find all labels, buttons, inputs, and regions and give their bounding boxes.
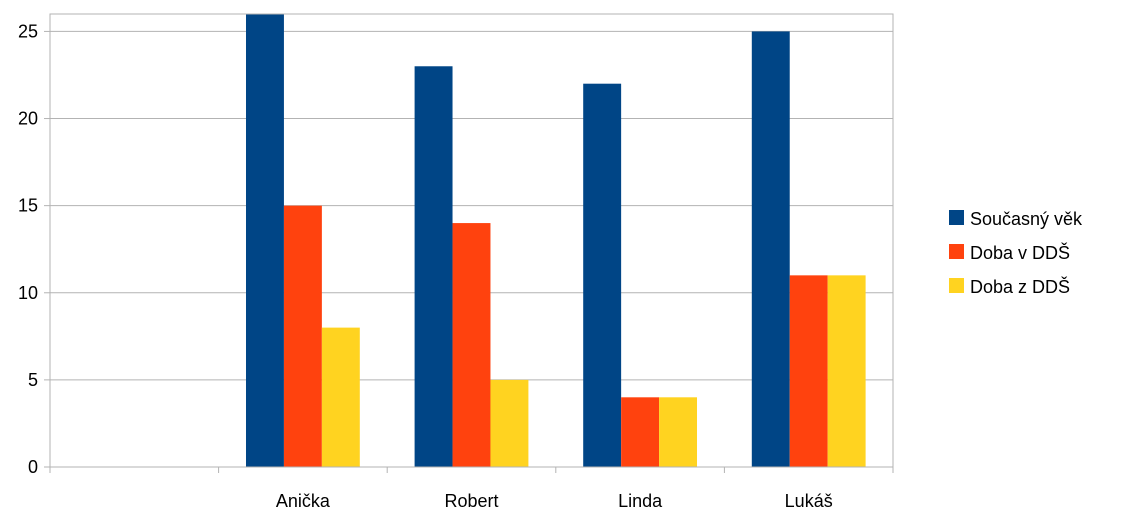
bar-2-4 — [827, 275, 866, 467]
bar-0-3 — [583, 83, 622, 467]
bar-1-1 — [283, 205, 322, 467]
x-axis-ticks: Anička Robert Linda Lukáš — [49, 467, 894, 511]
y-axis-ticks: 0 5 10 15 20 25 — [18, 21, 50, 477]
y-tick-label: 0 — [28, 457, 38, 477]
y-tick-label: 10 — [18, 283, 38, 303]
bars — [245, 14, 866, 468]
bar-1-3 — [621, 397, 660, 467]
y-tick-label: 20 — [18, 109, 38, 129]
bar-2-2 — [490, 379, 529, 467]
bar-0-4 — [751, 31, 790, 468]
legend-label-0: Současný věk — [970, 209, 1083, 229]
x-tick-label: Lukáš — [785, 491, 833, 511]
x-tick-label: Robert — [444, 491, 498, 511]
bar-0-1 — [245, 14, 284, 467]
legend-label-2: Doba z DDŠ — [970, 276, 1070, 297]
bar-2-1 — [321, 327, 360, 467]
bar-1-4 — [789, 275, 828, 467]
legend-swatch-0 — [949, 210, 964, 225]
legend: Současný věk Doba v DDŠ Doba z DDŠ — [949, 209, 1083, 297]
y-tick-label: 15 — [18, 196, 38, 216]
plot-frame — [49, 13, 894, 468]
x-tick-label: Linda — [618, 491, 663, 511]
legend-label-1: Doba v DDŠ — [970, 242, 1070, 263]
legend-swatch-2 — [949, 278, 964, 293]
bar-1-2 — [452, 223, 491, 467]
bar-2-3 — [659, 397, 698, 467]
x-tick-label: Anička — [276, 491, 331, 511]
legend-swatch-1 — [949, 244, 964, 259]
bar-0-2 — [414, 66, 453, 468]
y-tick-label: 25 — [18, 21, 38, 41]
y-tick-label: 5 — [28, 370, 38, 390]
